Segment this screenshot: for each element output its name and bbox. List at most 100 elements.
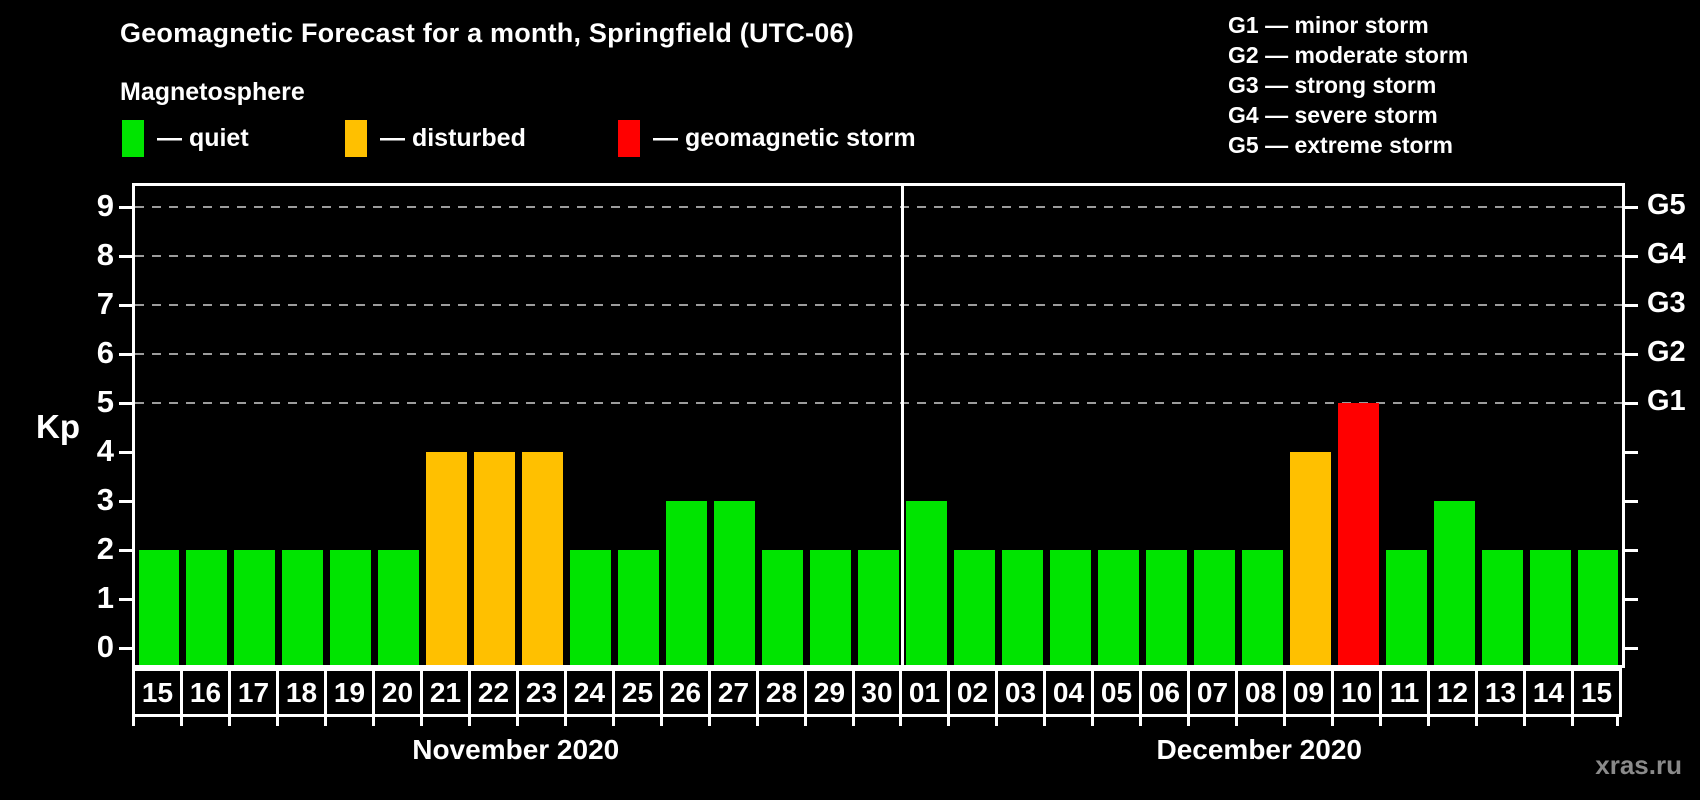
kp-bar-21 xyxy=(426,452,468,665)
y-axis-tick-label: 2 xyxy=(96,531,114,566)
y-axis-tick xyxy=(119,451,132,454)
day-label-08: 08 xyxy=(1235,668,1286,717)
y-axis-tick xyxy=(119,255,132,258)
day-label-29: 29 xyxy=(804,668,855,717)
storm-scale-line-g4: G4 — severe storm xyxy=(1228,102,1438,128)
day-label-23: 23 xyxy=(516,668,567,717)
day-label-10: 10 xyxy=(1331,668,1382,717)
kp-bar-08 xyxy=(1241,550,1283,665)
day-label-13: 13 xyxy=(1475,668,1526,717)
x-axis-tick xyxy=(995,717,998,726)
day-label-15: 15 xyxy=(1571,668,1622,717)
y-axis-tick-label: 7 xyxy=(96,286,114,321)
x-axis-tick xyxy=(276,717,279,726)
watermark: xras.ru xyxy=(1595,750,1682,780)
x-axis-tick xyxy=(947,717,950,726)
y-axis-tick-label: 0 xyxy=(96,629,114,664)
right-axis-tick xyxy=(1625,206,1638,209)
chart-title: Geomagnetic Forecast for a month, Spring… xyxy=(120,18,854,48)
right-axis-tick xyxy=(1625,402,1638,405)
storm-scale-line-g1: G1 — minor storm xyxy=(1228,12,1429,38)
grid-line-kp9 xyxy=(135,206,1622,208)
x-axis-tick xyxy=(1523,717,1526,726)
kp-bar-16 xyxy=(186,550,228,665)
x-axis-tick xyxy=(612,717,615,726)
kp-bar-10 xyxy=(1337,403,1379,665)
kp-bar-28 xyxy=(762,550,804,665)
g-level-label-g4: G4 xyxy=(1647,238,1686,270)
y-axis-tick-label: 3 xyxy=(96,482,114,517)
day-label-12: 12 xyxy=(1427,668,1478,717)
legend-heading: Magnetosphere xyxy=(120,78,305,106)
month-label-0: November 2020 xyxy=(412,734,620,765)
right-axis-tick xyxy=(1625,451,1638,454)
day-label-26: 26 xyxy=(660,668,711,717)
x-axis-tick xyxy=(852,717,855,726)
g-level-label-g2: G2 xyxy=(1647,336,1686,368)
day-label-19: 19 xyxy=(324,668,375,717)
x-axis-tick xyxy=(1235,717,1238,726)
g-level-label-g5: G5 xyxy=(1647,189,1686,221)
day-label-06: 06 xyxy=(1139,668,1190,717)
right-axis-tick xyxy=(1625,304,1638,307)
day-label-25: 25 xyxy=(612,668,663,717)
x-axis-tick xyxy=(804,717,807,726)
kp-bar-19 xyxy=(330,550,372,665)
day-label-09: 09 xyxy=(1283,668,1334,717)
storm-scale-legend: G1 — minor storm G2 — moderate storm G3 … xyxy=(1228,10,1468,160)
g-level-label-g1: G1 xyxy=(1647,385,1686,417)
day-label-11: 11 xyxy=(1379,668,1430,717)
kp-bar-25 xyxy=(618,550,660,665)
kp-bar-18 xyxy=(282,550,324,665)
kp-bar-03 xyxy=(1001,550,1043,665)
y-axis-tick-label: 4 xyxy=(96,433,114,468)
y-axis-title: Kp xyxy=(36,408,80,445)
legend-item-label: — disturbed xyxy=(380,123,526,152)
y-axis-tick xyxy=(119,647,132,650)
right-axis-tick xyxy=(1625,647,1638,650)
day-label-04: 04 xyxy=(1043,668,1094,717)
month-label-1: December 2020 xyxy=(1156,734,1362,765)
kp-bar-22 xyxy=(474,452,516,665)
x-axis-tick xyxy=(372,717,375,726)
x-axis-tick xyxy=(228,717,231,726)
day-label-14: 14 xyxy=(1523,668,1574,717)
right-axis-tick xyxy=(1625,500,1638,503)
month-divider xyxy=(900,186,904,665)
kp-bar-01 xyxy=(905,501,947,665)
y-axis-tick-label: 9 xyxy=(96,188,114,223)
x-axis-tick xyxy=(660,717,663,726)
storm-scale-line-g5: G5 — extreme storm xyxy=(1228,132,1453,158)
kp-bar-02 xyxy=(953,550,995,665)
grid-line-kp7 xyxy=(135,304,1622,306)
y-axis-tick xyxy=(119,549,132,552)
day-label-30: 30 xyxy=(852,668,902,717)
quiet-color-swatch xyxy=(122,119,144,157)
y-axis-tick-label: 1 xyxy=(96,580,114,615)
storm-color-swatch xyxy=(618,119,640,157)
kp-bar-12 xyxy=(1433,501,1475,665)
kp-bar-27 xyxy=(714,501,756,665)
x-axis-tick xyxy=(1139,717,1142,726)
x-axis-tick xyxy=(756,717,759,726)
day-label-20: 20 xyxy=(372,668,423,717)
x-axis-tick xyxy=(1331,717,1334,726)
legend-item-quiet: — quiet xyxy=(122,119,249,157)
day-label-16: 16 xyxy=(180,668,231,717)
day-label-21: 21 xyxy=(420,668,471,717)
y-axis-tick xyxy=(119,353,132,356)
grid-line-kp5 xyxy=(135,402,1622,404)
kp-bar-15 xyxy=(1577,550,1619,665)
y-axis-tick-label: 6 xyxy=(96,335,114,370)
x-axis-tick xyxy=(1379,717,1382,726)
kp-bar-17 xyxy=(234,550,276,665)
day-label-01: 01 xyxy=(899,668,950,717)
disturbed-color-swatch xyxy=(345,119,367,157)
kp-bar-14 xyxy=(1529,550,1571,665)
storm-scale-line-g3: G3 — strong storm xyxy=(1228,72,1437,98)
y-axis-tick xyxy=(119,598,132,601)
kp-bar-20 xyxy=(378,550,420,665)
kp-bar-05 xyxy=(1097,550,1139,665)
x-axis-tick xyxy=(468,717,471,726)
x-axis-tick xyxy=(420,717,423,726)
